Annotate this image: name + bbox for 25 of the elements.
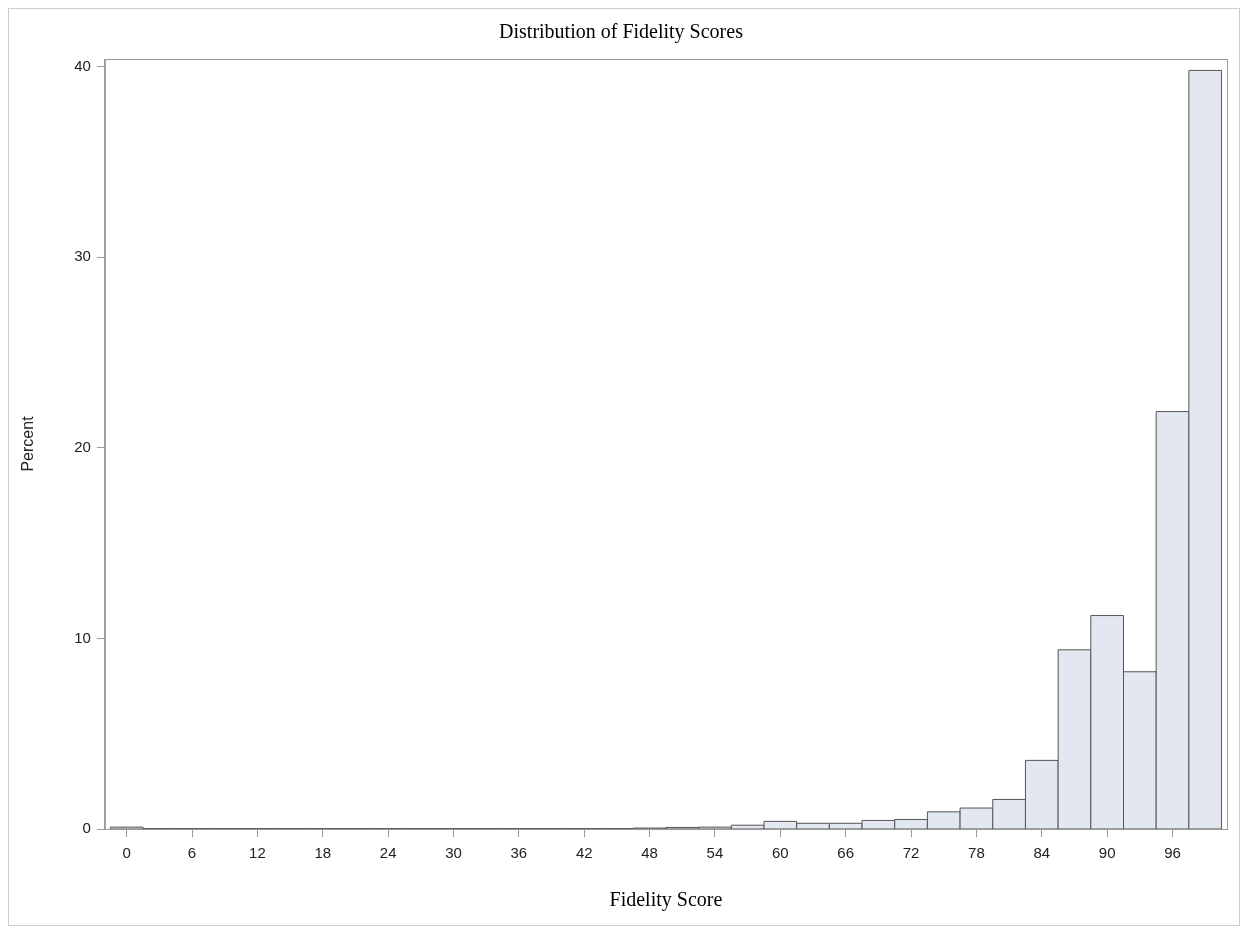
x-tick-label: 36: [510, 844, 528, 862]
y-tick-label: 20: [74, 437, 91, 455]
x-axis-title: Fidelity Score: [609, 888, 723, 912]
x-tick-label: 78: [968, 844, 985, 862]
x-tick-label: 18: [314, 844, 332, 862]
y-axis-title: Percent: [19, 415, 37, 472]
x-tick-label: 84: [1033, 844, 1051, 862]
x-tick-label: 24: [379, 844, 397, 862]
chart-title: Distribution of Fidelity Scores: [499, 20, 744, 44]
y-tick-label: 10: [74, 628, 91, 646]
y-tick-label: 30: [74, 247, 91, 265]
y-tick-label: 40: [74, 56, 91, 74]
x-tick-label: 96: [1164, 844, 1181, 862]
x-tick-label: 42: [575, 844, 593, 862]
x-tick-label: 48: [641, 844, 658, 862]
x-tick-label: 0: [122, 844, 131, 862]
y-tick-label: 0: [82, 819, 91, 837]
x-tick-label: 66: [837, 844, 855, 862]
x-tick-label: 90: [1098, 844, 1116, 862]
x-tick-label: 60: [771, 844, 789, 862]
x-tick-label: 12: [249, 844, 266, 862]
x-tick-label: 54: [706, 844, 724, 862]
x-tick-label: 72: [902, 844, 920, 862]
x-tick-label: 30: [445, 844, 462, 862]
x-tick-label: 6: [187, 844, 197, 862]
